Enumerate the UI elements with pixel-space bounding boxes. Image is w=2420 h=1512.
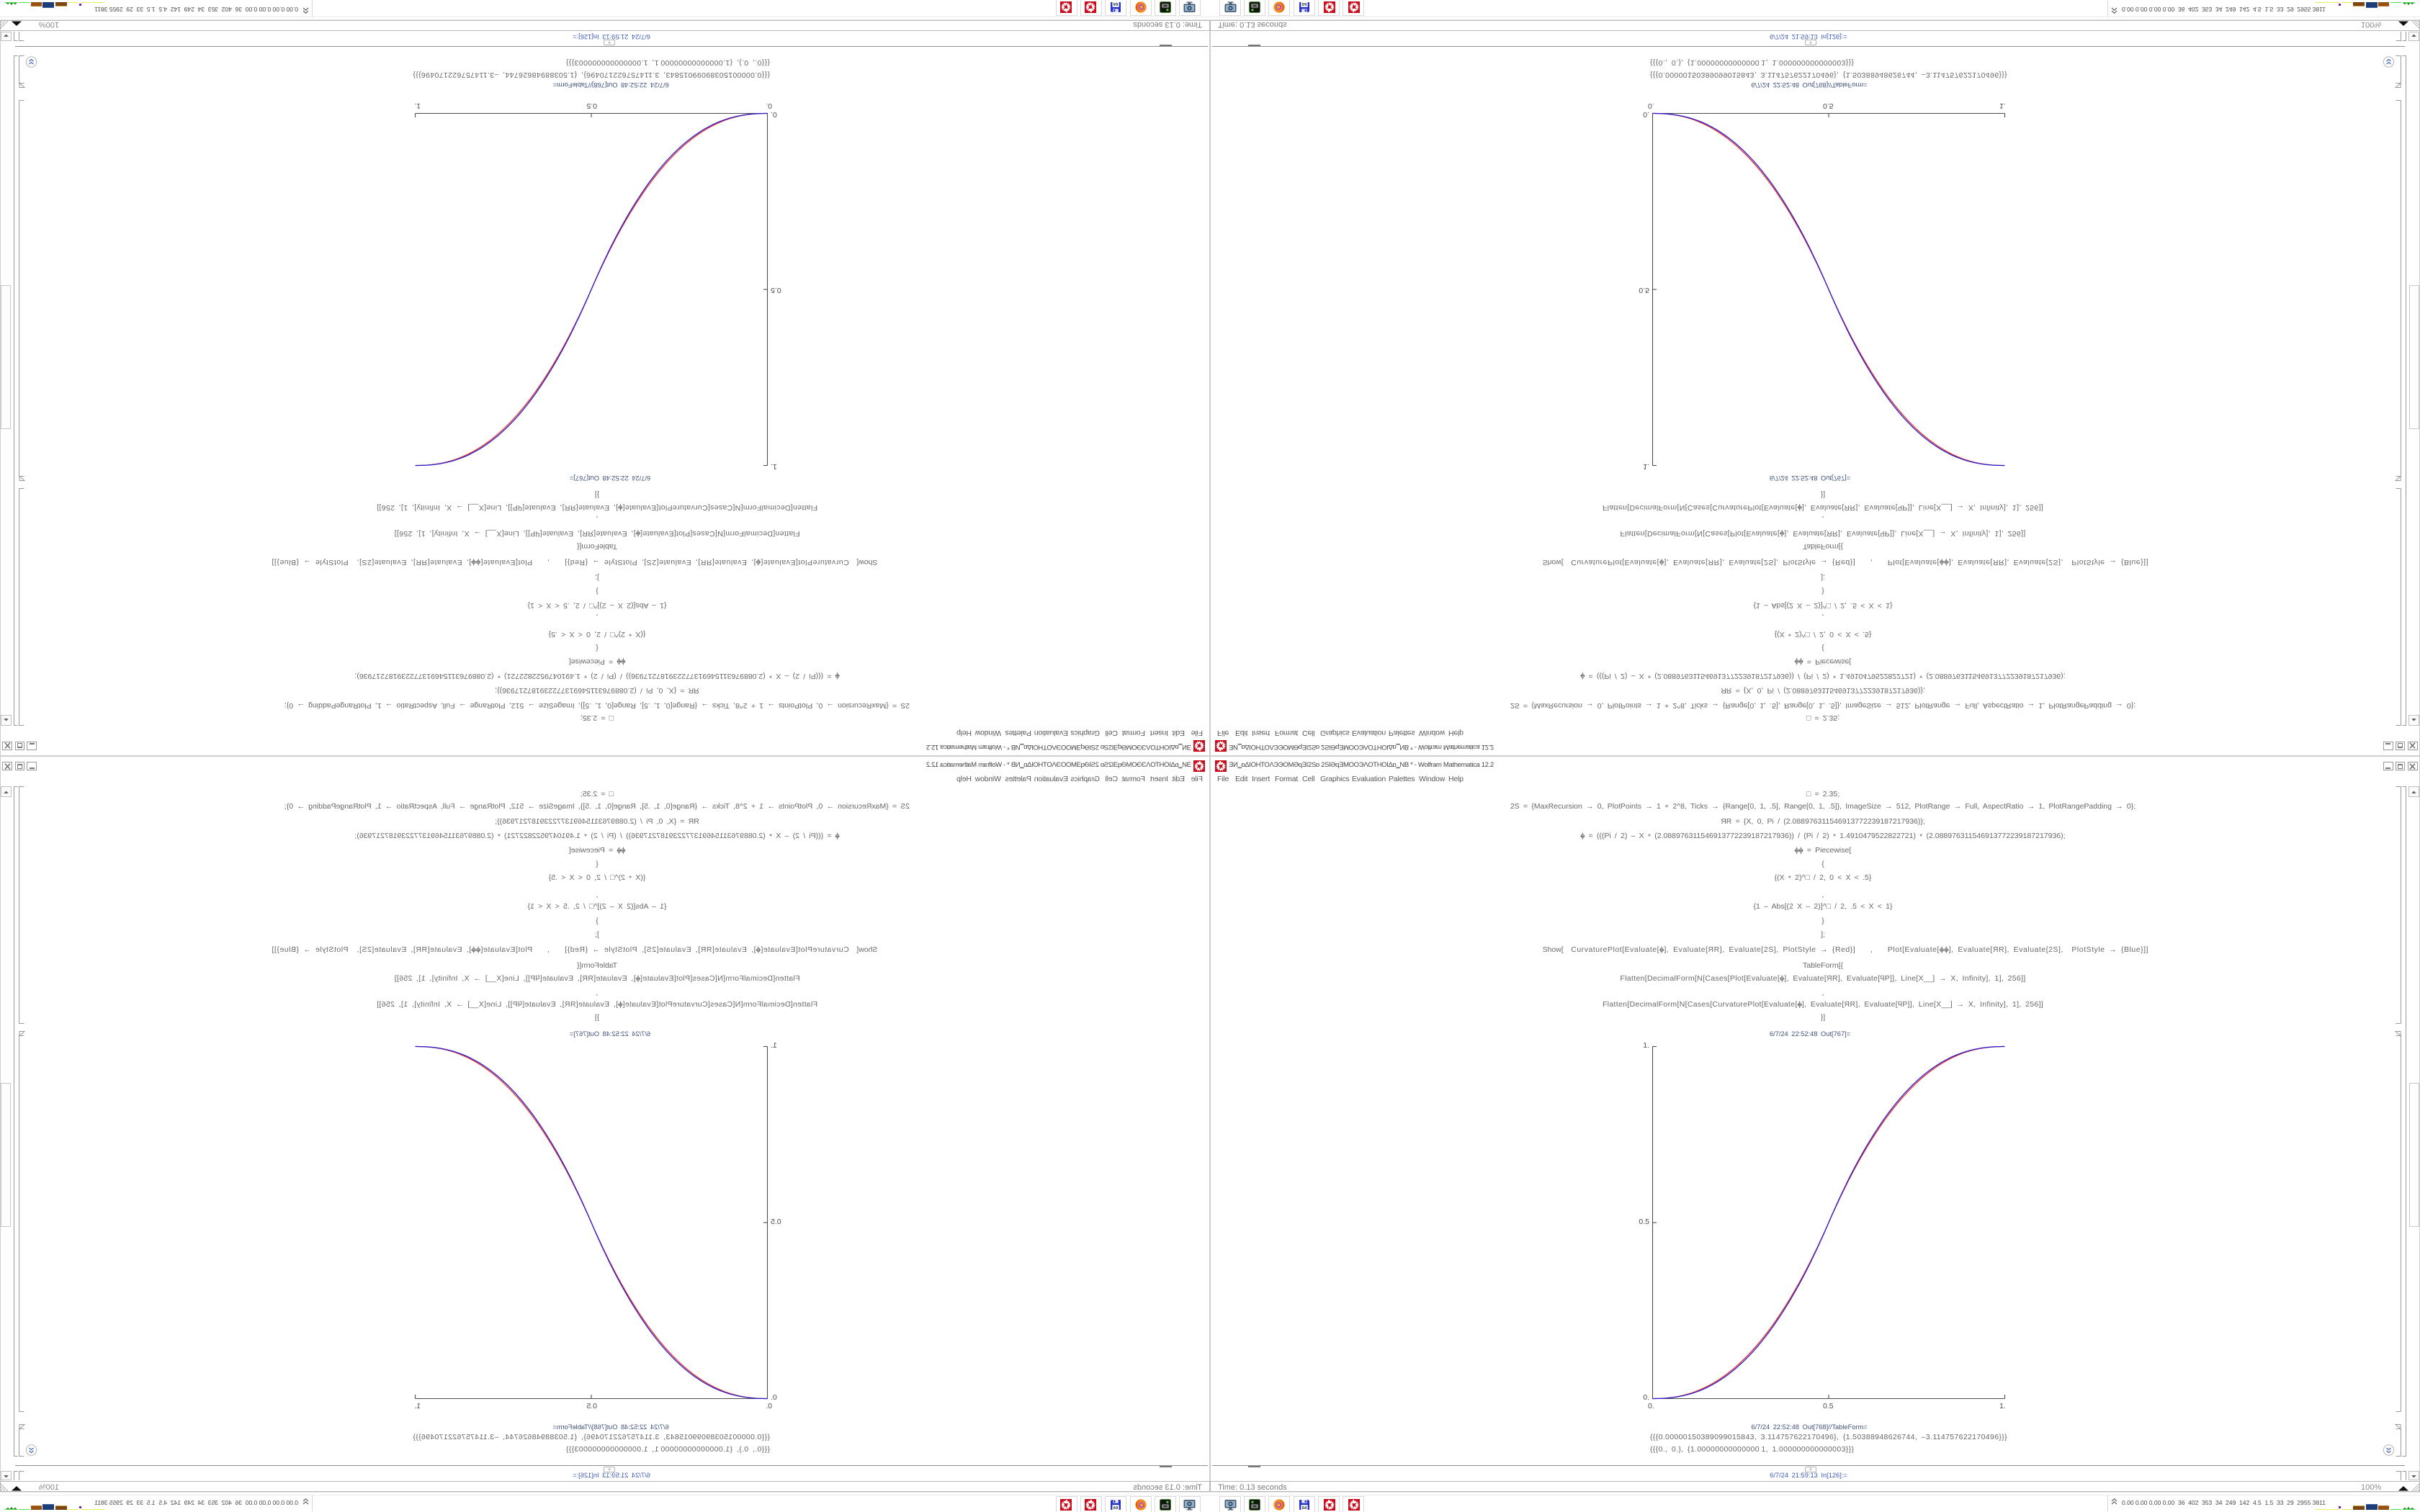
svg-text:64: 64 (1302, 1506, 1307, 1511)
svg-text:64: 64 (1302, 1, 1307, 6)
svg-text:64: 64 (1113, 1, 1118, 6)
svg-text:64: 64 (1113, 1506, 1118, 1511)
